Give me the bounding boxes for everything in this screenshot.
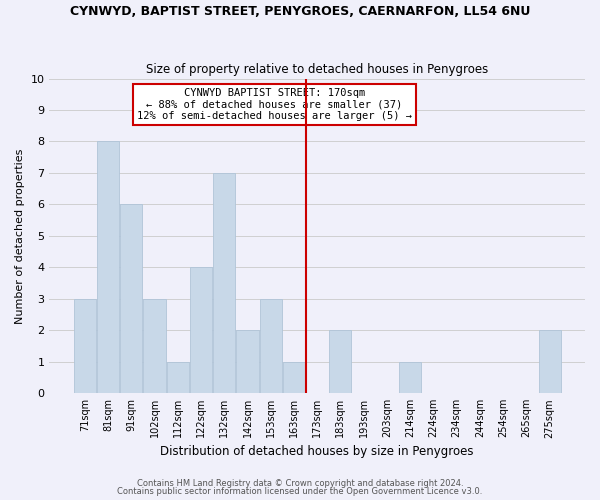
Bar (213, 173, 235, 393)
Bar (190, 268, 212, 393)
Bar (399, 362, 421, 393)
Title: Size of property relative to detached houses in Penygroes: Size of property relative to detached ho… (146, 63, 488, 76)
Text: Contains public sector information licensed under the Open Government Licence v3: Contains public sector information licen… (118, 487, 482, 496)
Bar (167, 362, 189, 393)
Bar (539, 330, 560, 393)
Bar (74, 299, 96, 393)
Bar (283, 362, 305, 393)
Bar (97, 142, 119, 393)
Bar (120, 204, 142, 393)
Text: Contains HM Land Registry data © Crown copyright and database right 2024.: Contains HM Land Registry data © Crown c… (137, 478, 463, 488)
Text: CYNWYD, BAPTIST STREET, PENYGROES, CAERNARFON, LL54 6NU: CYNWYD, BAPTIST STREET, PENYGROES, CAERN… (70, 5, 530, 18)
Bar (329, 330, 352, 393)
Bar (143, 299, 166, 393)
Bar (236, 330, 259, 393)
Bar (260, 299, 282, 393)
Y-axis label: Number of detached properties: Number of detached properties (15, 148, 25, 324)
X-axis label: Distribution of detached houses by size in Penygroes: Distribution of detached houses by size … (160, 444, 474, 458)
Text: CYNWYD BAPTIST STREET: 170sqm
← 88% of detached houses are smaller (37)
12% of s: CYNWYD BAPTIST STREET: 170sqm ← 88% of d… (137, 88, 412, 121)
